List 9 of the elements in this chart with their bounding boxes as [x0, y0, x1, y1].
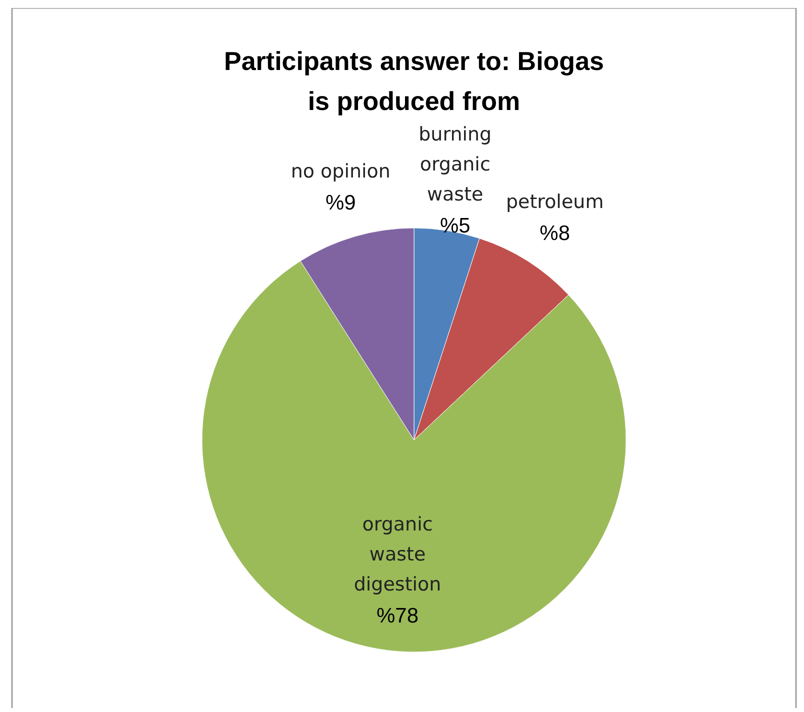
data-label: %9 — [325, 192, 356, 215]
slice-label: no opinion — [290, 160, 390, 183]
data-label: %8 — [540, 222, 570, 246]
data-label: %78 — [376, 604, 419, 628]
slice-label: petroleum — [506, 191, 604, 214]
chart-title: Participants answer to: Biogas is produced from — [224, 46, 604, 116]
slice-label: burning organic waste — [418, 123, 492, 206]
slice-label: organic waste digestion — [354, 513, 442, 596]
data-label: %5 — [440, 214, 470, 238]
